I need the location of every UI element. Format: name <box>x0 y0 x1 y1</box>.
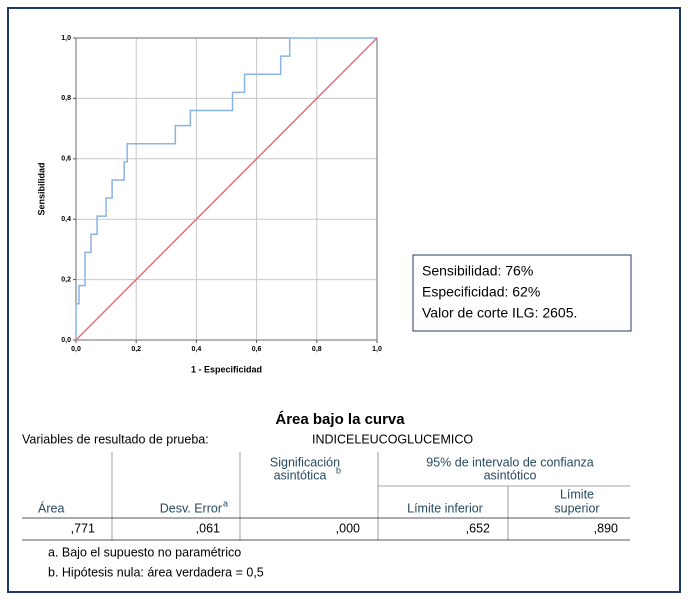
table-cell: ,000 <box>336 521 360 535</box>
x-tick-label: 0,6 <box>252 346 262 353</box>
annotation-box <box>412 254 632 332</box>
plot-frame <box>75 37 378 341</box>
roc-line <box>75 37 377 340</box>
x-axis-title: 1 - Especificidad <box>191 364 262 374</box>
y-axis-title: Sensibilidad <box>36 162 46 215</box>
table-cell: ,652 <box>466 521 490 535</box>
footnote: a. Bajo el supuesto no paramétrico <box>48 545 241 559</box>
x-tick-label: 0,4 <box>192 346 202 353</box>
table-header: asintótica <box>274 468 327 482</box>
y-tick-label: 0,6 <box>61 156 71 163</box>
y-tick-label: 0,2 <box>61 276 71 283</box>
annotation-line: Valor de corte ILG: 2605. <box>422 305 577 321</box>
table-cell: ,061 <box>196 521 220 535</box>
footnote: b. Hipótesis nula: área verdadera = 0,5 <box>48 565 264 579</box>
table-lines <box>22 452 630 541</box>
y-tick-label: 0,0 <box>61 337 71 344</box>
y-tick-label: 0,8 <box>61 95 71 102</box>
table-header: Límite inferior <box>407 501 483 515</box>
y-tick-label: 0,4 <box>61 216 71 223</box>
frame <box>7 7 681 593</box>
x-tick-label: 0,2 <box>131 346 141 353</box>
table-header: Área <box>38 500 64 515</box>
footnote-marker: b <box>336 465 341 475</box>
table-header: Desv. Error <box>160 501 222 515</box>
table-title: Área bajo la curva <box>275 411 405 428</box>
variable-label: Variables de resultado de prueba: <box>22 432 209 446</box>
table-header: superior <box>554 501 599 515</box>
x-tick-label: 0,8 <box>312 346 322 353</box>
annotation-line: Especificidad: 62% <box>422 284 540 300</box>
annotation-line: Sensibilidad: 76% <box>422 263 533 279</box>
table-header: asintótico <box>484 468 537 482</box>
footnote-marker: a <box>223 498 228 508</box>
table-cell: ,771 <box>71 521 95 535</box>
x-tick-label: 1,0 <box>372 346 382 353</box>
roc-line <box>75 37 378 341</box>
y-tick-label: 1,0 <box>61 35 71 42</box>
table-header: Significación <box>270 455 340 469</box>
x-tick-label: 0,0 <box>71 346 81 353</box>
table-cell: ,890 <box>594 521 618 535</box>
table-header: Límite <box>560 487 594 501</box>
table-header: 95% de intervalo de confianza <box>426 455 594 469</box>
variable: INDICELEUCOGLUCEMICO <box>312 432 473 446</box>
